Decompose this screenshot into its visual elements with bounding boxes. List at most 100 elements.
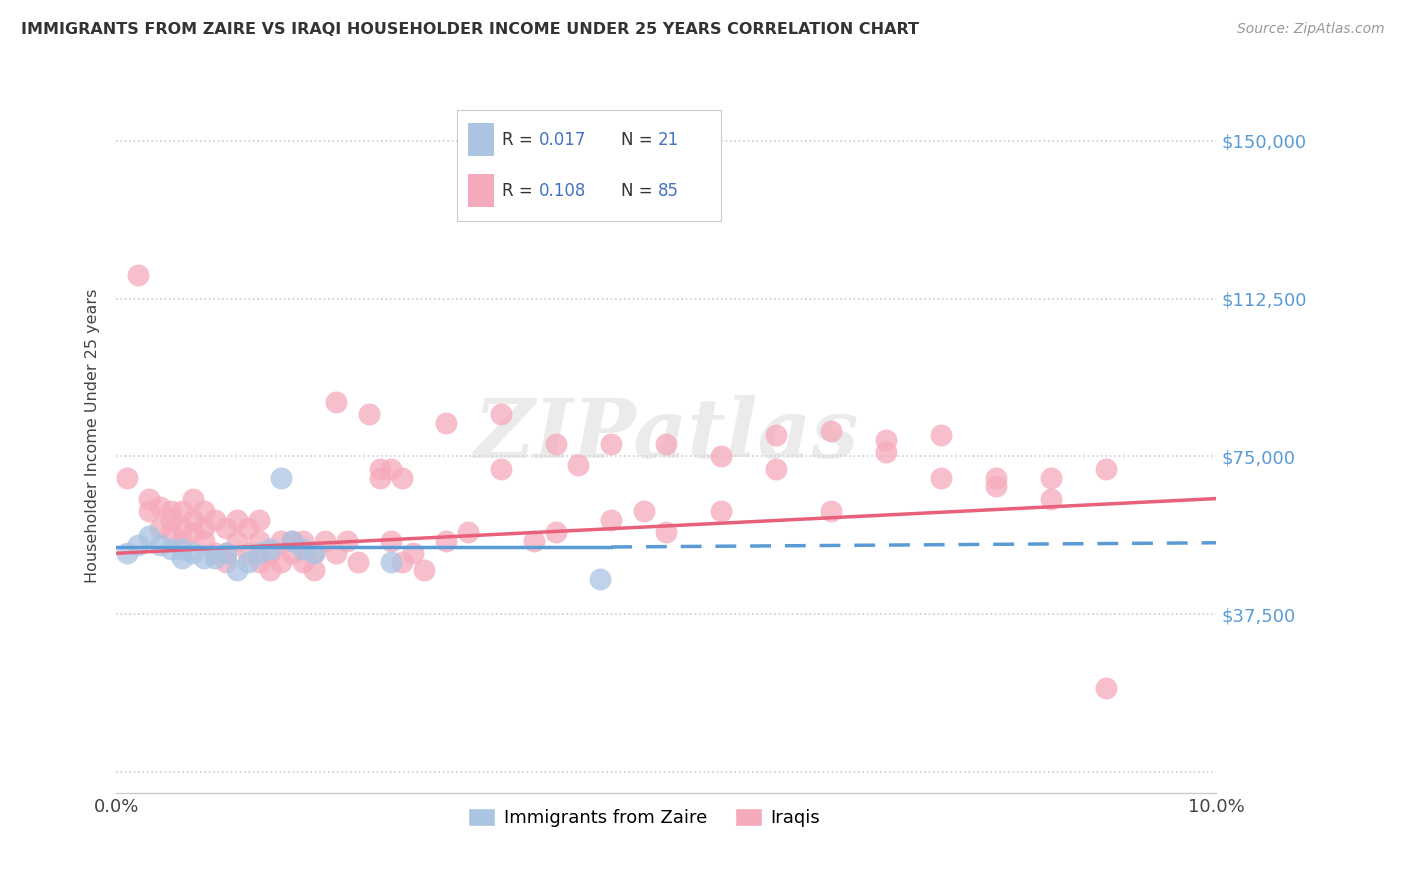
Point [238, 546, 260, 560]
Point [304, 563, 326, 577]
Point [380, 462, 402, 476]
Point [181, 491, 204, 506]
Point [391, 555, 413, 569]
Point [359, 408, 381, 422]
Point [193, 504, 215, 518]
Point [434, 416, 457, 430]
Point [172, 542, 194, 557]
Point [149, 538, 172, 552]
Point [172, 504, 194, 518]
Point [215, 546, 238, 560]
Point [247, 555, 270, 569]
Point [215, 555, 238, 569]
Point [875, 445, 897, 459]
Point [270, 470, 292, 484]
Point [172, 550, 194, 565]
Point [193, 533, 215, 548]
Point [138, 491, 160, 506]
Point [655, 437, 678, 451]
Point [600, 437, 623, 451]
Point [204, 513, 226, 527]
Point [546, 437, 568, 451]
Point [325, 394, 347, 409]
Point [875, 433, 897, 447]
Point [633, 504, 655, 518]
Point [247, 533, 270, 548]
Point [600, 513, 623, 527]
Point [259, 546, 281, 560]
Point [160, 542, 183, 557]
Point [149, 521, 172, 535]
Point [434, 533, 457, 548]
Point [929, 428, 952, 442]
Point [226, 533, 249, 548]
Point [413, 563, 436, 577]
Point [181, 525, 204, 540]
Point [226, 563, 249, 577]
Point [270, 555, 292, 569]
Point [138, 529, 160, 543]
Point [546, 525, 568, 540]
Y-axis label: Householder Income Under 25 years: Householder Income Under 25 years [86, 288, 100, 582]
Point [820, 504, 842, 518]
Point [368, 462, 391, 476]
Point [491, 408, 513, 422]
Point [160, 504, 183, 518]
Point [523, 533, 546, 548]
Point [172, 521, 194, 535]
Point [391, 470, 413, 484]
Point [655, 525, 678, 540]
Point [127, 268, 149, 283]
Point [181, 546, 204, 560]
Point [368, 470, 391, 484]
Point [1040, 491, 1063, 506]
Point [491, 462, 513, 476]
Point [1095, 681, 1118, 695]
Point [138, 504, 160, 518]
Point [127, 538, 149, 552]
Point [215, 546, 238, 560]
Point [238, 521, 260, 535]
Point [226, 513, 249, 527]
Point [259, 542, 281, 557]
Point [292, 533, 315, 548]
Point [193, 550, 215, 565]
Point [336, 533, 359, 548]
Point [325, 546, 347, 560]
Point [304, 546, 326, 560]
Point [247, 513, 270, 527]
Point [238, 555, 260, 569]
Point [765, 462, 787, 476]
Point [589, 572, 612, 586]
Text: ZIPatlas: ZIPatlas [474, 395, 859, 475]
Point [117, 546, 139, 560]
Point [160, 513, 183, 527]
Point [567, 458, 589, 472]
Point [304, 546, 326, 560]
Point [986, 479, 1008, 493]
Point [204, 546, 226, 560]
Text: IMMIGRANTS FROM ZAIRE VS IRAQI HOUSEHOLDER INCOME UNDER 25 YEARS CORRELATION CHA: IMMIGRANTS FROM ZAIRE VS IRAQI HOUSEHOLD… [21, 22, 920, 37]
Point [281, 533, 304, 548]
Point [247, 546, 270, 560]
Point [402, 546, 425, 560]
Point [270, 533, 292, 548]
Point [292, 555, 315, 569]
Point [929, 470, 952, 484]
Point [149, 500, 172, 514]
Point [193, 521, 215, 535]
Point [347, 555, 370, 569]
Point [1095, 462, 1118, 476]
Point [314, 533, 336, 548]
Point [380, 533, 402, 548]
Point [160, 525, 183, 540]
Point [204, 550, 226, 565]
Point [117, 470, 139, 484]
Point [820, 424, 842, 438]
Point [765, 428, 787, 442]
Point [710, 450, 733, 464]
Point [281, 546, 304, 560]
Point [181, 513, 204, 527]
Point [986, 470, 1008, 484]
Point [215, 521, 238, 535]
